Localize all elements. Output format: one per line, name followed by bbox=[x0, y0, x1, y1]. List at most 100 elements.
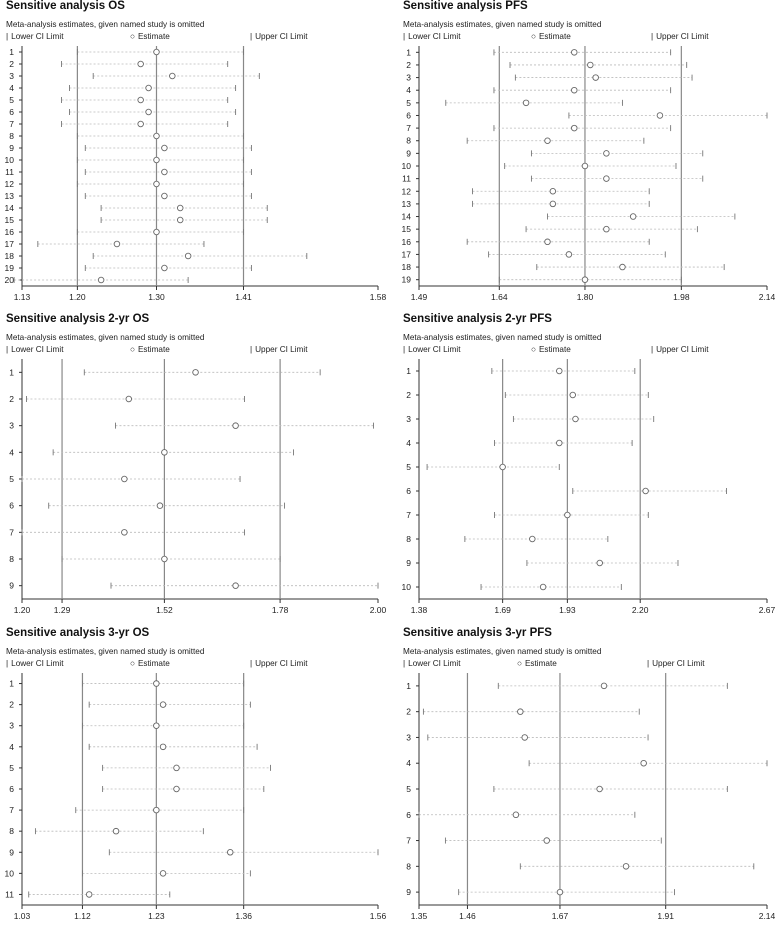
panel-pfs: Sensitive analysis PFS Meta-analysis est… bbox=[397, 0, 778, 310]
study-label: 6 bbox=[406, 810, 411, 820]
chart-subtitle: Meta-analysis estimates, given named stu… bbox=[403, 20, 602, 29]
x-tick-label: 1.29 bbox=[54, 605, 71, 615]
study-label: 9 bbox=[406, 887, 411, 897]
estimate-marker bbox=[159, 870, 167, 877]
study-label: 12 bbox=[402, 186, 412, 196]
estimate-marker bbox=[153, 156, 160, 164]
estimate-marker bbox=[543, 837, 550, 844]
study-label: 8 bbox=[406, 136, 411, 146]
legend-estimate-marker: ○ bbox=[130, 32, 135, 41]
study-label: 2 bbox=[9, 394, 14, 404]
study-label: 2 bbox=[9, 700, 14, 710]
legend-estimate-marker: ○ bbox=[130, 659, 135, 668]
x-tick-label: 1.91 bbox=[657, 911, 674, 921]
legend-upper-marker: | bbox=[250, 32, 253, 41]
legend-lower-marker: | bbox=[403, 659, 406, 668]
legend-upper-label: Upper CI Limit bbox=[652, 659, 705, 668]
study-label: 11 bbox=[5, 167, 14, 177]
study-label: 2 bbox=[406, 60, 411, 70]
study-label: 5 bbox=[406, 784, 411, 794]
study-label: 10 bbox=[402, 161, 412, 171]
study-label: 7 bbox=[406, 123, 411, 133]
legend-lower-label: Lower CI Limit bbox=[11, 659, 64, 668]
study-label: 20 bbox=[5, 275, 15, 285]
x-tick-label: 1.23 bbox=[148, 911, 165, 921]
study-label: 7 bbox=[9, 805, 14, 815]
legend-lower: | Lower CI Limit bbox=[6, 345, 63, 354]
estimate-marker bbox=[619, 263, 626, 271]
estimate-marker bbox=[153, 722, 160, 729]
study-label: 9 bbox=[9, 581, 14, 591]
estimate-marker bbox=[226, 849, 234, 856]
study-label: 19 bbox=[5, 263, 15, 273]
estimate-marker bbox=[169, 72, 176, 80]
estimate-marker bbox=[569, 391, 577, 399]
chart-subtitle: Meta-analysis estimates, given named stu… bbox=[6, 333, 205, 342]
study-label: 18 bbox=[5, 251, 15, 261]
x-tick-label: 1.52 bbox=[156, 605, 173, 615]
study-label: 15 bbox=[5, 215, 15, 225]
estimate-marker bbox=[121, 529, 128, 536]
x-tick-label: 1.13 bbox=[14, 292, 31, 302]
estimate-marker bbox=[596, 785, 603, 793]
legend-lower: | Lower CI Limit bbox=[403, 32, 460, 41]
legend-estimate-marker: ○ bbox=[517, 659, 522, 668]
estimate-marker bbox=[121, 475, 128, 483]
study-label: 14 bbox=[5, 203, 15, 213]
estimate-marker bbox=[556, 439, 563, 447]
estimate-marker bbox=[153, 680, 160, 687]
legend-upper-label: Upper CI Limit bbox=[656, 345, 709, 354]
study-label: 8 bbox=[9, 131, 14, 141]
estimate-marker bbox=[512, 811, 520, 819]
study-label: 1 bbox=[406, 681, 411, 691]
study-label: 3 bbox=[9, 421, 14, 431]
study-label: 9 bbox=[406, 558, 411, 568]
estimate-marker bbox=[161, 449, 168, 456]
panel-os: Sensitive analysis OS Meta-analysis esti… bbox=[0, 0, 389, 310]
estimate-marker bbox=[596, 559, 603, 567]
x-tick-label: 1.64 bbox=[491, 292, 508, 302]
x-tick-label: 1.38 bbox=[411, 605, 428, 615]
chart-subtitle: Meta-analysis estimates, given named stu… bbox=[403, 333, 602, 342]
legend-upper-label: Upper CI Limit bbox=[255, 659, 308, 668]
study-label: 17 bbox=[5, 239, 15, 249]
estimate-marker bbox=[153, 806, 160, 814]
study-label: 8 bbox=[9, 554, 14, 564]
study-label: 10 bbox=[5, 868, 15, 878]
estimate-marker bbox=[159, 701, 167, 708]
forest-plot-3yr-pfs: 1 2 3 4 5 6 7 8 9 1.35 1.46 1.67 1.91 2.14 bbox=[406, 673, 776, 921]
legend-upper-marker: | bbox=[250, 659, 253, 668]
study-label: 1 bbox=[406, 47, 411, 57]
study-label: 14 bbox=[402, 212, 412, 222]
legend-estimate: ○ Estimate bbox=[517, 659, 557, 668]
estimate-marker bbox=[539, 583, 547, 591]
estimate-marker bbox=[549, 200, 557, 208]
x-tick-label: 1.69 bbox=[494, 605, 511, 615]
legend-lower-label: Lower CI Limit bbox=[408, 659, 461, 668]
study-label: 2 bbox=[406, 390, 411, 400]
legend-estimate-label: Estimate bbox=[137, 659, 170, 668]
legend-lower-label: Lower CI Limit bbox=[11, 345, 64, 354]
estimate-marker bbox=[137, 120, 144, 128]
estimate-marker bbox=[184, 252, 192, 260]
study-label: 1 bbox=[9, 367, 14, 377]
study-label: 13 bbox=[402, 199, 412, 209]
study-label: 7 bbox=[406, 510, 411, 520]
estimate-marker bbox=[176, 204, 184, 212]
legend-estimate: ○ Estimate bbox=[130, 659, 170, 668]
study-label: 11 bbox=[5, 889, 14, 899]
study-label: 1 bbox=[406, 366, 411, 376]
panel-3yr-os: Sensitive analysis 3-yr OS Meta-analysis… bbox=[0, 627, 389, 937]
x-tick-label: 1.93 bbox=[559, 605, 576, 615]
legend-estimate-label: Estimate bbox=[137, 345, 170, 354]
x-tick-label: 1.35 bbox=[411, 911, 428, 921]
study-label: 4 bbox=[9, 447, 14, 457]
study-label: 5 bbox=[9, 95, 14, 105]
estimate-marker bbox=[232, 582, 239, 589]
legend-upper: | Upper CI Limit bbox=[250, 659, 307, 668]
study-label: 3 bbox=[9, 721, 14, 731]
chart-title: Sensitive analysis 2-yr PFS bbox=[403, 313, 552, 325]
estimate-marker bbox=[153, 180, 160, 188]
legend-lower: | Lower CI Limit bbox=[6, 32, 63, 41]
estimate-marker bbox=[592, 74, 599, 81]
